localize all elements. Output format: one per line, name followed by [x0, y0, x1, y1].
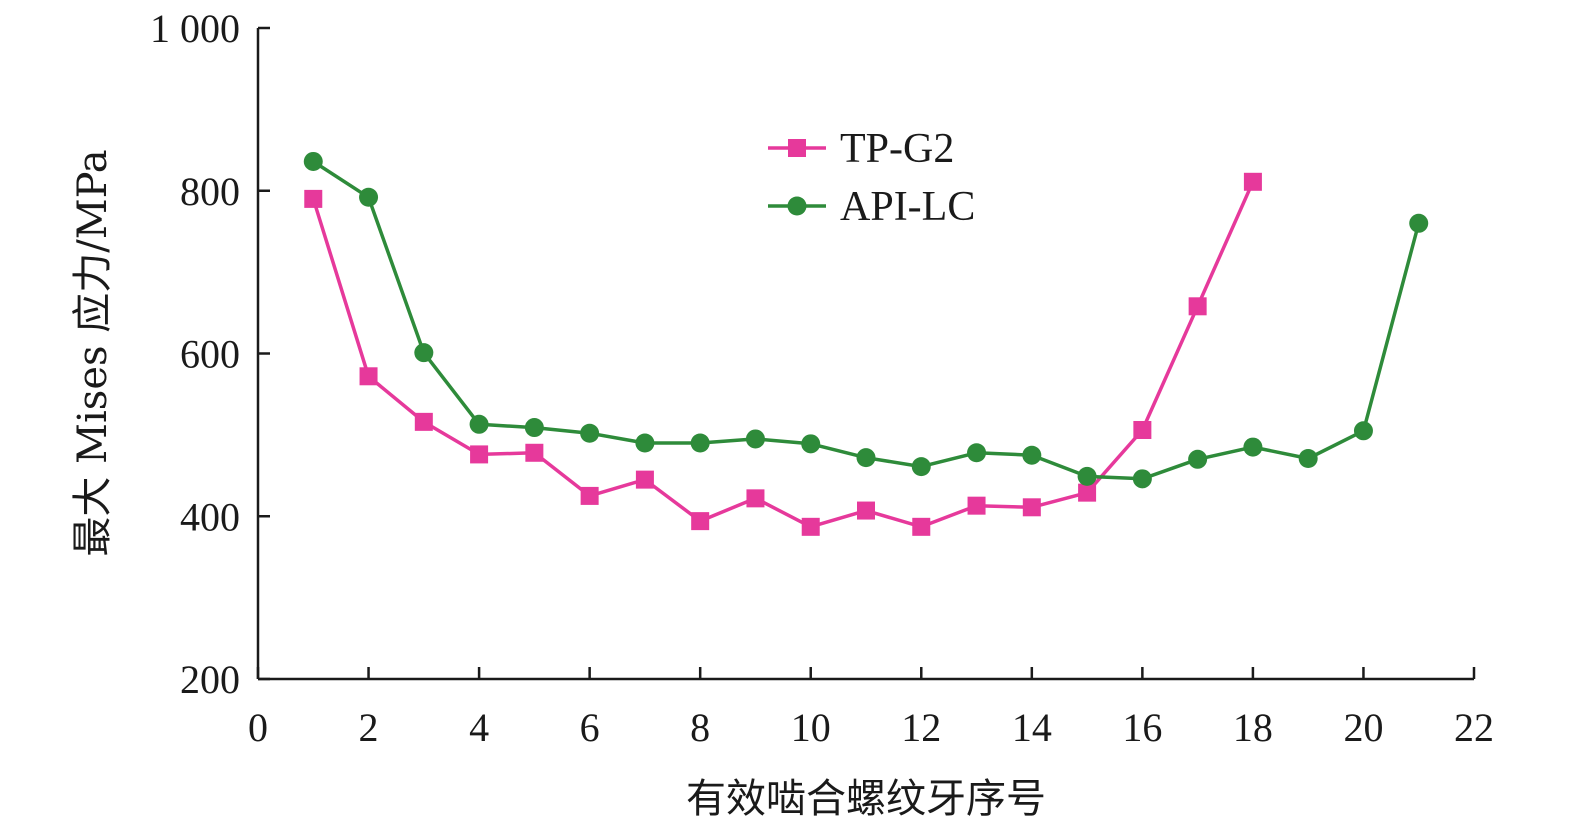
data-point [469, 414, 489, 434]
data-point [1022, 445, 1042, 465]
legend-label: TP-G2 [840, 126, 954, 172]
data-point [1132, 469, 1152, 489]
y-tick-label: 600 [180, 332, 240, 377]
data-point [912, 517, 931, 536]
data-point [857, 501, 875, 520]
data-point [304, 189, 323, 208]
y-tick-label: 200 [180, 657, 240, 702]
data-point [691, 512, 710, 531]
data-point [303, 151, 323, 171]
data-point [580, 486, 599, 505]
data-point [1243, 172, 1262, 191]
x-tick-label: 22 [1454, 705, 1494, 750]
data-point [1409, 213, 1429, 233]
y-axis-label: 最大 Mises 应力/MPa [70, 149, 116, 556]
data-point [1133, 420, 1152, 439]
data-point [359, 187, 379, 207]
data-point [690, 433, 710, 453]
data-point [470, 445, 489, 464]
data-point [359, 367, 378, 386]
data-point [1188, 449, 1208, 469]
x-tick-label: 10 [791, 705, 831, 750]
data-point [524, 418, 544, 438]
data-point [525, 443, 544, 462]
x-axis-label: 有效啮合螺纹牙序号 [686, 776, 1046, 822]
data-point [580, 423, 600, 443]
data-point [635, 470, 654, 489]
data-point [967, 496, 986, 515]
x-tick-label: 6 [580, 705, 600, 750]
data-point [801, 517, 820, 536]
legend-item: API-LC [768, 184, 975, 230]
y-tick-label: 1 000 [150, 6, 240, 51]
series-tp-g2 [304, 172, 1262, 536]
x-tick-label: 16 [1122, 705, 1162, 750]
series-api-lc [303, 151, 1429, 489]
data-point [1188, 297, 1207, 316]
legend-label: API-LC [840, 184, 975, 230]
data-point [801, 434, 821, 454]
data-point [1243, 437, 1263, 457]
legend: TP-G2 API-LC [768, 126, 975, 230]
data-point [967, 443, 987, 463]
data-point [745, 429, 765, 449]
data-point [1353, 421, 1373, 441]
legend-marker [787, 196, 807, 216]
legend-item: TP-G2 [768, 126, 954, 172]
x-tick-label: 4 [469, 705, 489, 750]
data-point [746, 489, 765, 508]
series-line [311, 181, 1255, 529]
data-point [1022, 498, 1041, 517]
x-tick-label: 20 [1343, 705, 1383, 750]
data-point [911, 457, 931, 477]
x-tick-label: 14 [1012, 705, 1052, 750]
data-point [1077, 466, 1097, 486]
data-point [414, 412, 433, 431]
data-point [856, 448, 876, 468]
x-tick-label: 18 [1233, 705, 1273, 750]
y-tick-label: 800 [180, 169, 240, 214]
x-tick-label: 0 [248, 705, 268, 750]
ticks: 200 400 600 800 1 000 0 2 4 6 8 10 12 14 16 18 20 22 [150, 6, 1494, 750]
legend-marker [788, 139, 806, 157]
x-tick-label: 2 [359, 705, 379, 750]
y-tick-label: 400 [180, 494, 240, 539]
x-tick-label: 12 [901, 705, 941, 750]
data-point [1078, 483, 1097, 502]
data-point [414, 343, 434, 363]
data-point [635, 433, 655, 453]
series-layer [303, 151, 1429, 536]
x-tick-label: 8 [690, 705, 710, 750]
data-point [1298, 448, 1318, 468]
